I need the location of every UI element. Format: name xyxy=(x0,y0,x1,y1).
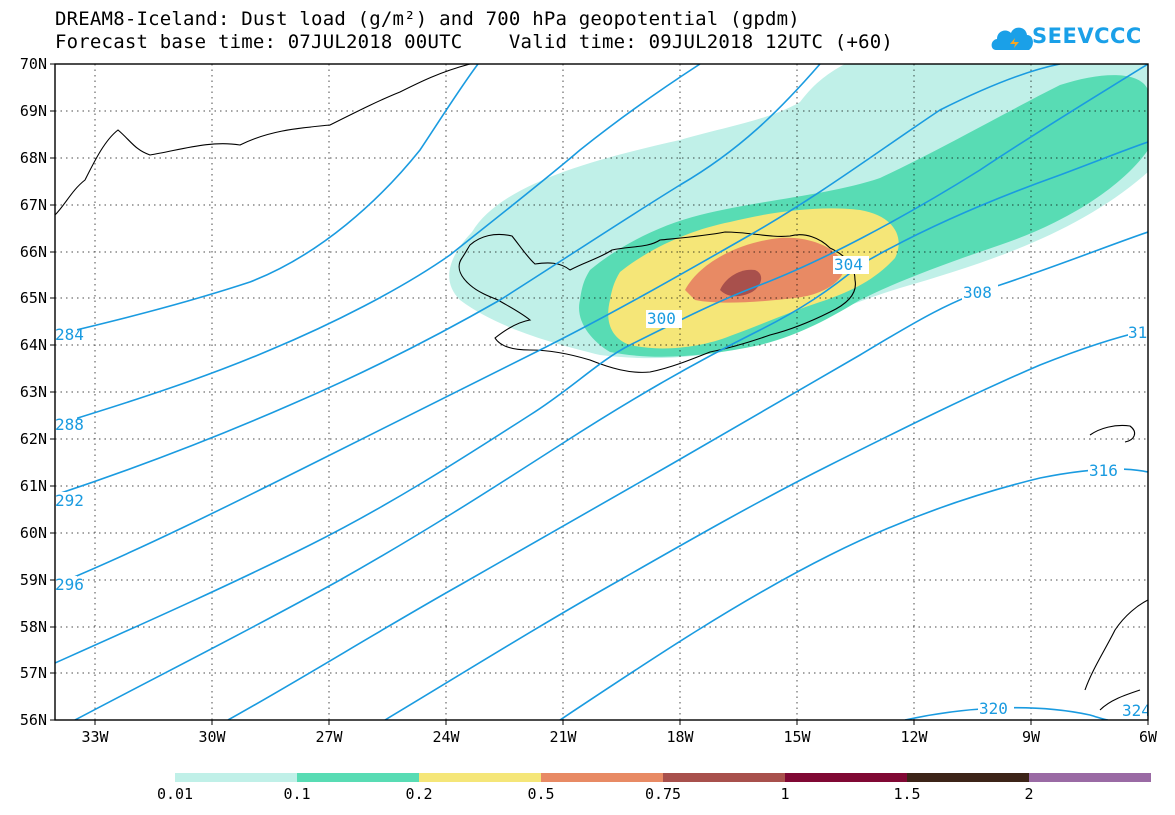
contour-292 xyxy=(55,64,821,496)
lon-label: 12W xyxy=(900,728,928,746)
logo-text: SEEVCCC xyxy=(1032,24,1142,48)
colorbar-swatch-0 xyxy=(175,773,297,782)
colorbar-label: 0.01 xyxy=(156,785,194,803)
lat-label: 59N xyxy=(20,571,47,589)
lon-label: 30W xyxy=(198,728,226,746)
contour-label-312: 312 xyxy=(1128,323,1157,342)
contour-308 xyxy=(227,231,1148,720)
lat-label: 64N xyxy=(20,336,47,354)
contour-312 xyxy=(384,329,1148,720)
colorbar-swatch-3 xyxy=(541,773,663,782)
contour-label-320: 320 xyxy=(979,699,1008,718)
contour-label-316: 316 xyxy=(1089,461,1118,480)
map-title: DREAM8-Iceland: Dust load (g/m²) and 700… xyxy=(55,8,800,30)
contour-284 xyxy=(55,64,479,336)
contour-label-300: 300 xyxy=(647,309,676,328)
coast-scotland xyxy=(1084,599,1148,691)
contour-label-284: 284 xyxy=(55,325,84,344)
contour-label-288: 288 xyxy=(55,415,84,434)
contour-316 xyxy=(559,468,1148,720)
colorbar-swatch-7 xyxy=(1029,773,1151,782)
lat-label: 70N xyxy=(20,55,47,73)
geopotential-contours xyxy=(55,64,1148,720)
lat-label: 63N xyxy=(20,383,47,401)
coast-faroe xyxy=(1089,424,1136,443)
coastlines xyxy=(55,64,1148,711)
latitude-labels: 70N 69N 68N 67N 66N 65N 64N 63N 62N 61N … xyxy=(20,55,47,729)
lat-label: 56N xyxy=(20,711,47,729)
contour-288 xyxy=(55,64,701,426)
map-subtitle: Forecast base time: 07JUL2018 00UTC Vali… xyxy=(55,31,894,53)
cloud-icon xyxy=(991,27,1033,50)
contour-label-304: 304 xyxy=(834,255,863,274)
lon-label: 18W xyxy=(666,728,694,746)
lat-label: 61N xyxy=(20,477,47,495)
colorbar-label: 0.75 xyxy=(644,785,682,803)
lat-label: 58N xyxy=(20,618,47,636)
colorbar-label: 1 xyxy=(780,785,790,803)
lat-label: 60N xyxy=(20,524,47,542)
lon-label: 9W xyxy=(1022,728,1041,746)
longitude-labels: 33W 30W 27W 24W 21W 18W 15W 12W 9W 6W xyxy=(81,728,1158,746)
colorbar xyxy=(175,773,1151,782)
colorbar-swatch-6 xyxy=(907,773,1029,782)
contour-label-296: 296 xyxy=(55,575,84,594)
coast-greenland xyxy=(55,64,471,216)
seevccc-logo: SEEVCCC xyxy=(990,18,1160,60)
lat-label: 68N xyxy=(20,149,47,167)
lon-label: 27W xyxy=(315,728,343,746)
colorbar-label: 1.5 xyxy=(893,785,921,803)
map-area: 284 288 292 296 300 304 308 312 316 320 … xyxy=(55,64,1157,720)
coast-iceland xyxy=(458,231,856,373)
lon-label: 15W xyxy=(783,728,811,746)
colorbar-label: 2 xyxy=(1024,785,1034,803)
lon-label: 24W xyxy=(432,728,460,746)
lon-label: 6W xyxy=(1139,728,1158,746)
colorbar-swatch-2 xyxy=(419,773,541,782)
contour-label-324: 324 xyxy=(1122,701,1151,720)
dust-area-0.75 xyxy=(720,269,762,297)
lat-label: 65N xyxy=(20,289,47,307)
colorbar-swatch-1 xyxy=(297,773,419,782)
lon-label: 21W xyxy=(549,728,577,746)
contour-296 xyxy=(55,64,1061,586)
contour-label-group: 284 288 292 296 300 304 308 312 316 320 … xyxy=(55,255,1157,720)
lat-label: 67N xyxy=(20,196,47,214)
coast-scotland-islands xyxy=(1099,689,1141,711)
contour-label-308: 308 xyxy=(963,283,992,302)
lon-label: 33W xyxy=(81,728,109,746)
lat-label: 69N xyxy=(20,102,47,120)
colorbar-label: 0.2 xyxy=(405,785,433,803)
contour-304 xyxy=(74,141,1148,720)
colorbar-label: 0.1 xyxy=(283,785,311,803)
lat-label: 57N xyxy=(20,664,47,682)
lat-label: 62N xyxy=(20,430,47,448)
lat-label: 66N xyxy=(20,243,47,261)
tick-marks xyxy=(50,63,1149,725)
colorbar-swatch-5 xyxy=(785,773,907,782)
contour-300 xyxy=(55,64,1148,664)
colorbar-label: 0.5 xyxy=(527,785,555,803)
colorbar-swatch-4 xyxy=(663,773,785,782)
contour-label-292: 292 xyxy=(55,491,84,510)
contour-320 xyxy=(904,706,1109,720)
